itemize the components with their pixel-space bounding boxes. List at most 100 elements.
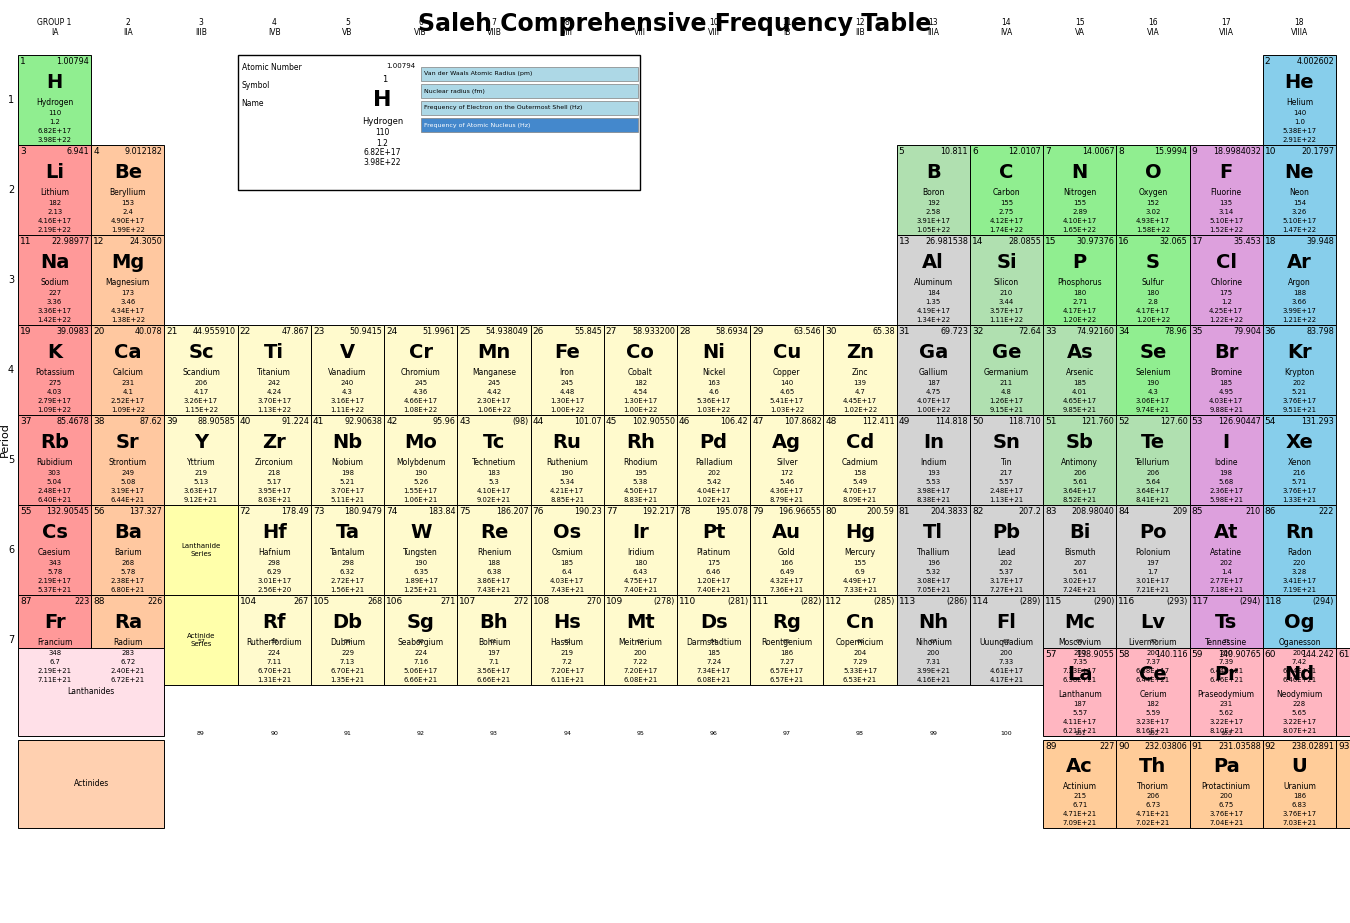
Text: Po: Po — [1139, 522, 1166, 542]
Text: Tin: Tin — [1000, 458, 1012, 467]
Bar — [421, 84, 639, 98]
Text: 30.97376: 30.97376 — [1076, 237, 1114, 246]
Text: Y: Y — [194, 433, 208, 451]
Text: 5.06E+17: 5.06E+17 — [404, 667, 437, 674]
Bar — [751, 415, 824, 505]
Bar — [1189, 648, 1262, 736]
Text: Ta: Ta — [336, 522, 359, 542]
Text: 5.13: 5.13 — [193, 479, 209, 485]
Text: Db: Db — [332, 613, 363, 631]
Text: (293): (293) — [1166, 597, 1188, 606]
Text: Sr: Sr — [116, 433, 139, 451]
Text: In: In — [923, 433, 944, 451]
Text: 80: 80 — [825, 507, 837, 516]
Bar — [1189, 740, 1262, 828]
Text: Ti: Ti — [265, 342, 285, 362]
Text: 69: 69 — [1076, 639, 1084, 644]
Text: 35.453: 35.453 — [1233, 237, 1261, 246]
Text: 5.34: 5.34 — [559, 479, 575, 485]
Text: 30: 30 — [825, 327, 837, 336]
Text: Osmium: Osmium — [551, 548, 583, 557]
Text: 5.98E+21: 5.98E+21 — [1210, 497, 1243, 503]
Text: Pt: Pt — [702, 522, 725, 542]
Text: 2: 2 — [126, 18, 130, 27]
Bar — [1262, 325, 1336, 415]
Text: VIIIA: VIIIA — [1291, 28, 1308, 37]
Text: IIIB: IIIB — [196, 28, 207, 37]
Text: 6: 6 — [418, 18, 423, 27]
Text: 7.35: 7.35 — [1072, 659, 1087, 665]
Text: Mo: Mo — [404, 433, 437, 451]
Bar — [347, 59, 417, 167]
Text: 93: 93 — [1338, 742, 1350, 751]
Text: 51: 51 — [1045, 417, 1057, 426]
Text: 5.10E+17: 5.10E+17 — [1282, 218, 1316, 223]
Text: (289): (289) — [1019, 597, 1041, 606]
Text: 88.90585: 88.90585 — [198, 417, 236, 426]
Text: 9.12E+21: 9.12E+21 — [184, 497, 219, 503]
Text: 183.84: 183.84 — [428, 507, 455, 516]
Text: 9: 9 — [639, 18, 643, 27]
Text: 7.2: 7.2 — [562, 659, 572, 665]
Text: 2.38E+17: 2.38E+17 — [111, 578, 144, 583]
Bar — [310, 595, 385, 685]
Text: 131.293: 131.293 — [1301, 417, 1334, 426]
Text: 4.01: 4.01 — [1072, 389, 1087, 395]
Text: 4.66E+17: 4.66E+17 — [404, 398, 437, 403]
Text: 180.9479: 180.9479 — [344, 507, 382, 516]
Text: 185: 185 — [1219, 379, 1233, 386]
Text: 1.0: 1.0 — [1293, 118, 1305, 125]
Bar — [676, 595, 751, 685]
Text: 24.3050: 24.3050 — [130, 237, 162, 246]
Text: 115: 115 — [1045, 597, 1062, 606]
Bar — [1044, 415, 1116, 505]
Text: 4: 4 — [271, 18, 277, 27]
Text: 6.72E+21: 6.72E+21 — [111, 677, 144, 683]
Text: Ge: Ge — [992, 342, 1021, 362]
Text: 4.71E+21: 4.71E+21 — [1135, 811, 1170, 817]
Text: 5: 5 — [346, 18, 350, 27]
Text: 200: 200 — [1000, 650, 1014, 655]
Text: 10: 10 — [709, 18, 718, 27]
Bar — [531, 595, 603, 685]
Text: 59: 59 — [343, 639, 351, 644]
Bar — [1262, 55, 1336, 145]
Bar — [18, 505, 92, 595]
Text: 1.99E+22: 1.99E+22 — [111, 227, 144, 233]
Text: 190: 190 — [1146, 379, 1160, 386]
Text: 1.11E+22: 1.11E+22 — [990, 317, 1023, 323]
Text: 7.22: 7.22 — [633, 659, 648, 665]
Text: 3: 3 — [20, 147, 26, 156]
Text: 2.71: 2.71 — [1072, 299, 1087, 305]
Text: 6: 6 — [972, 147, 977, 156]
Text: B: B — [926, 162, 941, 182]
Text: 4.04E+17: 4.04E+17 — [697, 487, 730, 494]
Text: 7.20E+17: 7.20E+17 — [549, 667, 585, 674]
Text: 2.91E+22: 2.91E+22 — [1282, 137, 1316, 142]
Text: 4.90E+17: 4.90E+17 — [111, 218, 144, 223]
Text: 7.11E+21: 7.11E+21 — [38, 677, 72, 683]
Text: 6.66E+21: 6.66E+21 — [477, 677, 512, 683]
Text: 229: 229 — [342, 650, 354, 655]
Text: 5.21: 5.21 — [340, 479, 355, 485]
Text: 268: 268 — [367, 597, 382, 606]
Text: 1.15E+22: 1.15E+22 — [184, 407, 219, 413]
Text: 4.75: 4.75 — [926, 389, 941, 395]
Text: Nh: Nh — [918, 613, 948, 631]
Text: 200: 200 — [1146, 650, 1160, 655]
Text: 7.27: 7.27 — [779, 659, 794, 665]
Text: 57: 57 — [1045, 650, 1057, 659]
Text: C: C — [999, 162, 1014, 182]
Bar — [18, 235, 92, 325]
Text: Titanium: Titanium — [258, 368, 292, 378]
Text: 207: 207 — [1073, 559, 1087, 566]
Text: 6.38E+17: 6.38E+17 — [1135, 667, 1170, 674]
Text: 202: 202 — [1219, 559, 1233, 566]
Text: 12.0107: 12.0107 — [1008, 147, 1041, 156]
Text: 3.64E+17: 3.64E+17 — [1135, 487, 1170, 494]
Text: 7.11: 7.11 — [267, 659, 282, 665]
Text: 5.68: 5.68 — [1219, 479, 1234, 485]
Text: 15.9994: 15.9994 — [1154, 147, 1188, 156]
Text: 4.16E+21: 4.16E+21 — [917, 677, 950, 683]
Text: 7.29: 7.29 — [852, 659, 868, 665]
